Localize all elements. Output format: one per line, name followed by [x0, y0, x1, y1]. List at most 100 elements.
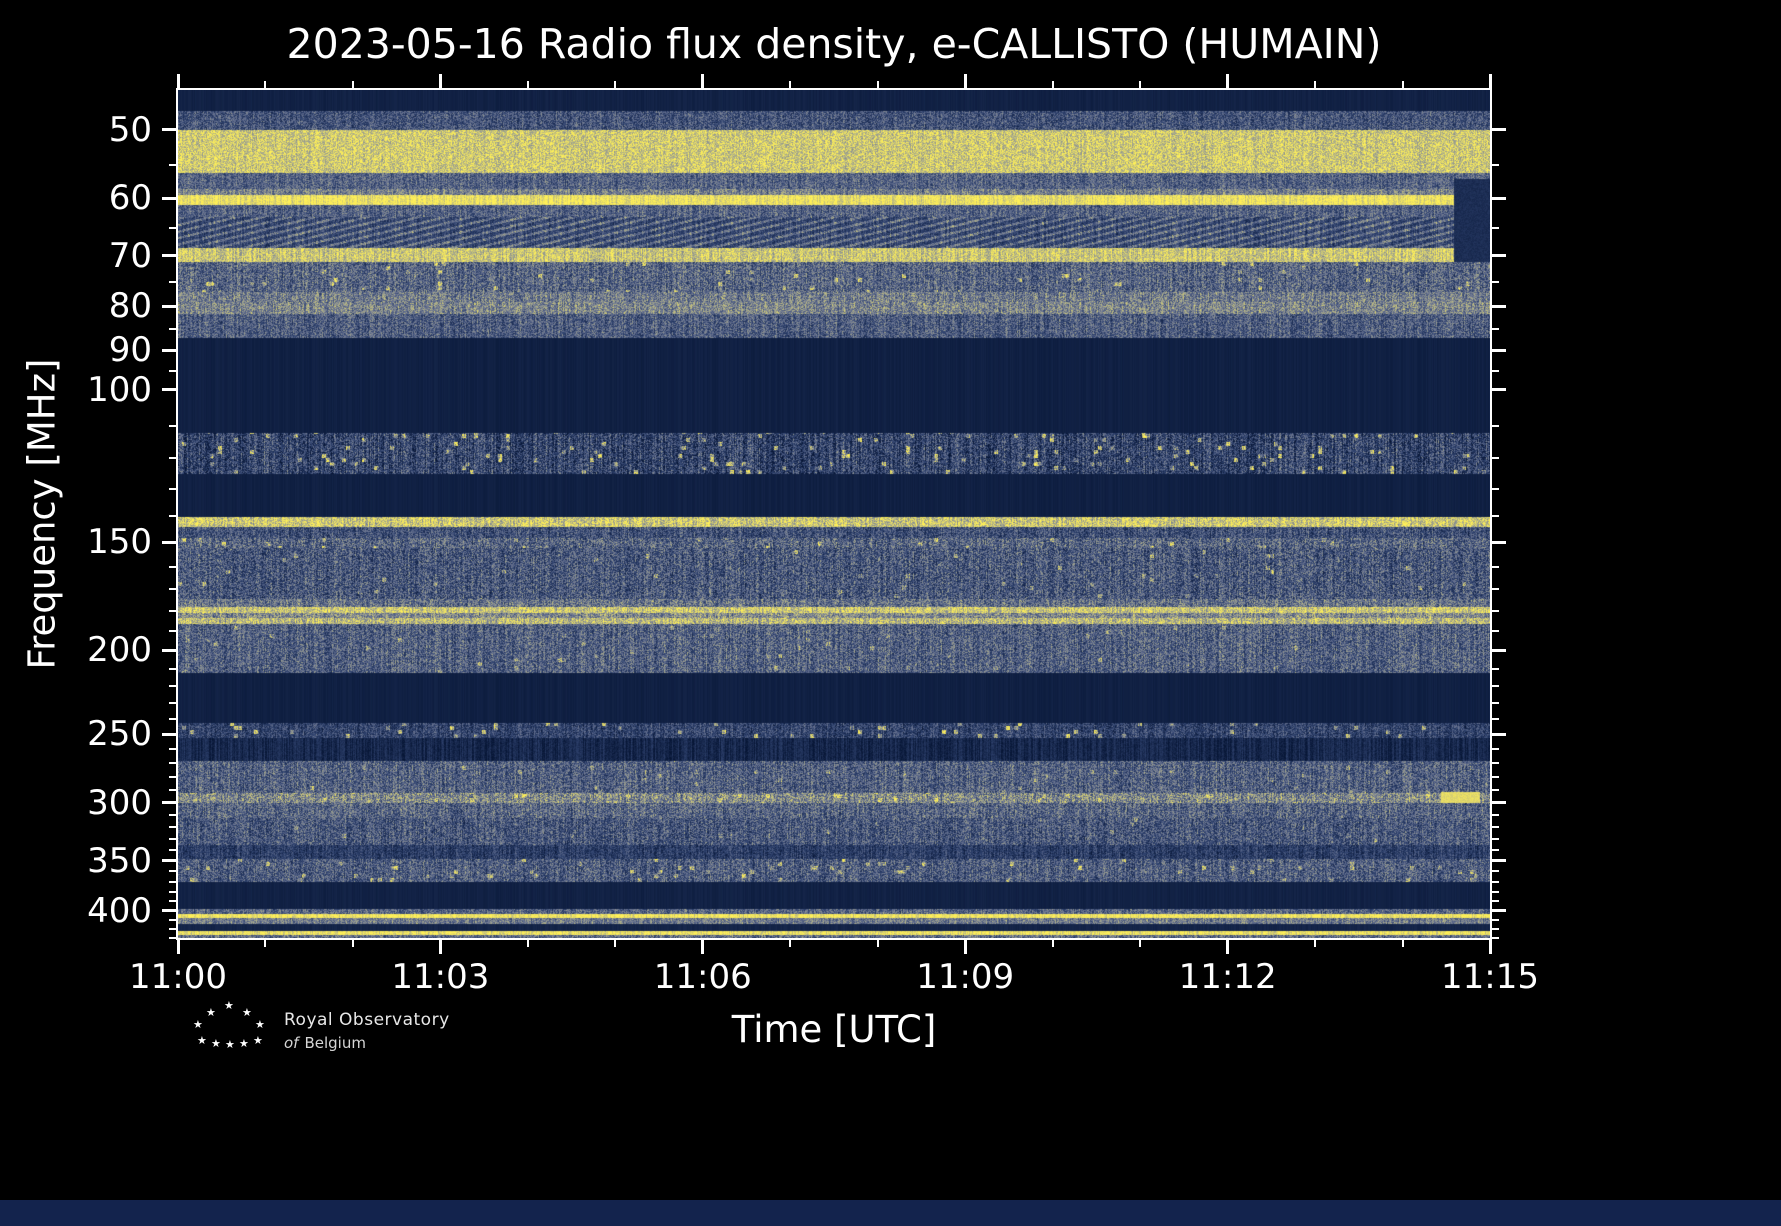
tick-mark	[169, 424, 178, 427]
tick-mark	[1490, 717, 1499, 720]
tick-mark	[169, 227, 178, 230]
chart-title: 2023-05-16 Radio flux density, e-CALLIST…	[286, 20, 1382, 68]
tick-mark	[1490, 630, 1499, 633]
tick-mark	[1490, 304, 1506, 308]
y-axis-label: Frequency [MHz]	[20, 358, 64, 670]
rob-logo-line2-belgium: Belgium	[304, 1034, 366, 1052]
star-icon: ★	[225, 1038, 235, 1051]
tick-mark	[169, 825, 178, 828]
rob-logo-stars-icon: ★ ★ ★ ★ ★ ★ ★ ★ ★ ★	[188, 1000, 272, 1056]
tick-mark	[1226, 74, 1230, 90]
tick-mark	[162, 801, 178, 805]
tick-mark	[162, 254, 178, 258]
tick-mark	[438, 938, 442, 954]
tick-mark	[1490, 588, 1499, 591]
rob-logo-text: Royal Observatory of Belgium	[284, 1010, 450, 1052]
tick-mark	[1051, 938, 1054, 947]
tick-mark	[1490, 747, 1499, 750]
tick-mark	[169, 667, 178, 670]
tick-mark	[1490, 196, 1506, 200]
tick-mark	[169, 937, 178, 939]
tick-mark	[1490, 848, 1499, 851]
tick-mark	[1490, 128, 1506, 132]
tick-mark	[1490, 890, 1499, 893]
y-tick-label: 60	[108, 178, 152, 219]
tick-mark	[1490, 609, 1499, 612]
tick-mark	[1490, 164, 1499, 167]
tick-mark	[1490, 565, 1499, 568]
tick-mark	[1490, 648, 1506, 652]
tick-mark	[169, 919, 178, 922]
y-tick-label: 50	[108, 109, 152, 150]
tick-mark	[169, 630, 178, 633]
tick-mark	[1314, 81, 1317, 90]
tick-mark	[1490, 928, 1499, 931]
y-tick-label: 80	[108, 286, 152, 327]
tick-mark	[1314, 938, 1317, 947]
star-icon: ★	[224, 999, 234, 1012]
tick-mark	[169, 701, 178, 704]
tick-mark	[169, 609, 178, 612]
tick-mark	[162, 732, 178, 736]
tick-mark	[701, 74, 705, 90]
star-icon: ★	[239, 1037, 249, 1050]
tick-mark	[1488, 74, 1492, 90]
x-tick-label: 11:03	[391, 957, 490, 997]
tick-mark	[1490, 801, 1506, 805]
tick-mark	[1490, 880, 1499, 883]
tick-mark	[169, 588, 178, 591]
tick-mark	[162, 540, 178, 544]
tick-mark	[264, 81, 267, 90]
tick-mark	[162, 388, 178, 392]
tick-mark	[169, 900, 178, 903]
tick-mark	[1490, 348, 1506, 352]
tick-mark	[1139, 81, 1142, 90]
tick-mark	[1226, 938, 1230, 954]
star-icon: ★	[253, 1034, 263, 1047]
tick-mark	[1051, 81, 1054, 90]
tick-mark	[162, 304, 178, 308]
tick-mark	[1490, 685, 1499, 688]
tick-mark	[169, 487, 178, 490]
tick-mark	[176, 74, 180, 90]
tick-mark	[1490, 789, 1499, 791]
tick-mark	[1490, 909, 1506, 913]
tick-mark	[169, 870, 178, 873]
tick-mark	[1490, 837, 1499, 840]
tick-mark	[1401, 81, 1404, 90]
tick-mark	[1490, 825, 1499, 828]
rob-logo: ★ ★ ★ ★ ★ ★ ★ ★ ★ ★ Royal Observatory of…	[188, 1000, 450, 1064]
tick-mark	[1490, 937, 1499, 939]
tick-mark	[1490, 457, 1499, 460]
tick-mark	[169, 928, 178, 931]
tick-mark	[169, 880, 178, 883]
y-tick-label: 250	[87, 714, 152, 755]
star-icon: ★	[193, 1018, 203, 1031]
tick-mark	[701, 938, 705, 954]
star-icon: ★	[197, 1034, 207, 1047]
tick-mark	[1490, 424, 1499, 427]
tick-mark	[963, 938, 967, 954]
bottom-bar	[0, 1200, 1781, 1226]
tick-mark	[169, 837, 178, 840]
tick-mark	[169, 369, 178, 372]
star-icon: ★	[211, 1037, 221, 1050]
star-icon: ★	[206, 1006, 216, 1019]
tick-mark	[351, 938, 354, 947]
x-tick-label: 11:09	[916, 957, 1015, 997]
x-tick-label: 11:15	[1441, 957, 1539, 997]
tick-mark	[169, 515, 178, 518]
tick-mark	[1490, 540, 1506, 544]
rob-logo-line2-of: of	[284, 1034, 299, 1052]
tick-mark	[1490, 388, 1506, 392]
tick-mark	[169, 848, 178, 851]
spectrogram-canvas	[178, 90, 1490, 938]
tick-mark	[1490, 701, 1499, 704]
tick-mark	[162, 859, 178, 863]
tick-mark	[789, 938, 792, 947]
tick-mark	[1490, 859, 1506, 863]
tick-mark	[1490, 327, 1499, 330]
tick-mark	[1490, 667, 1499, 670]
tick-mark	[1490, 775, 1499, 778]
